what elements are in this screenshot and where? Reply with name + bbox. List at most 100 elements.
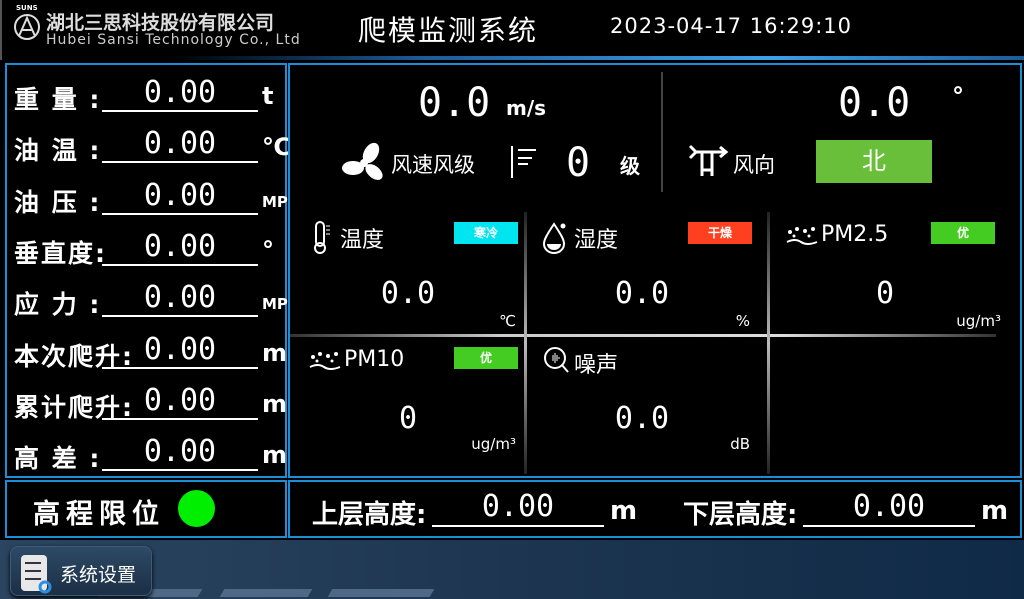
- upper-height-value: 0.00: [432, 489, 604, 527]
- sensor-cell: 温度 寒冷 0.0 ℃: [298, 212, 524, 334]
- measurement-value: 0.00: [102, 127, 258, 164]
- measurement-value: 0.00: [102, 281, 258, 318]
- sensor-unit: %: [735, 312, 750, 330]
- heights-panel: [288, 480, 1022, 538]
- measurement-value: 0.00: [102, 76, 258, 112]
- sensor-status-badge: 干燥: [688, 222, 752, 244]
- wind-level-unit: 级: [620, 154, 640, 178]
- measurement-value: 0.00: [102, 435, 258, 472]
- measurement-unit: t: [262, 82, 274, 110]
- measurement-label: 累计爬升:: [14, 392, 134, 422]
- measurement-row: 油 压 :0.00 MPa: [14, 178, 298, 219]
- sensor-value: 0: [875, 276, 895, 311]
- measurement-value: 0.00: [102, 383, 258, 420]
- sensor-cell: 噪声 0.0 dB: [532, 337, 758, 459]
- wind-direction-unit: °: [952, 82, 964, 110]
- measurement-row: 累计爬升: 0.00 m: [14, 383, 288, 424]
- sensor-value: 0: [398, 401, 418, 436]
- company-name-cn: 湖北三思科技股份有限公司: [46, 12, 275, 34]
- sensor-status-badge: 寒冷: [454, 222, 518, 244]
- measurement-label: 本次爬升:: [14, 341, 134, 371]
- measurement-row: 高 差 :0.00 m: [14, 435, 288, 475]
- dust-icon: [786, 227, 818, 245]
- sensor-label: 湿度: [574, 228, 619, 253]
- lower-height-value: 0.00: [803, 489, 975, 527]
- sensor-label: PM2.5: [821, 222, 889, 247]
- sensor-status-badge: 优: [454, 347, 518, 369]
- limit-label: 高程限位: [33, 499, 165, 530]
- sensor-value: 0.0: [614, 401, 670, 436]
- wind-speed-unit: m/s: [506, 96, 547, 120]
- measurement-row: 油 温 :0.00 ℃: [14, 127, 291, 167]
- lower-height-unit: m: [981, 496, 1009, 526]
- measurement-value: 0.00: [102, 178, 258, 215]
- measurement-label: 油 温 :: [14, 136, 102, 166]
- wind-speed-value: 0.0: [418, 80, 491, 126]
- sensor-unit: ug/m³: [471, 435, 516, 453]
- measurement-value: 0.00: [102, 332, 258, 369]
- wind-speed-label: 风速风级: [391, 153, 475, 177]
- measurement-label: 垂直度:: [14, 238, 107, 268]
- measurement-label: 重 量 :: [14, 85, 102, 114]
- sensor-cell: PM2.5 优 0 ug/m³: [775, 212, 1001, 334]
- environment-panel: [288, 63, 1022, 478]
- measurement-unit: m: [262, 389, 288, 418]
- upper-height-unit: m: [610, 496, 638, 526]
- measurement-unit: ℃: [262, 133, 292, 162]
- sensor-status-badge: 优: [931, 222, 995, 244]
- company-name-en: Hubei Sansi Technology Co., Ltd: [46, 32, 301, 48]
- wind-level-value: 0: [566, 140, 591, 186]
- settings-icon: [21, 555, 52, 594]
- fan-icon: [342, 142, 383, 180]
- sensor-cell: 湿度 干燥 0.0 %: [532, 212, 758, 334]
- grid-divider-v1: [524, 212, 527, 474]
- wind-divider: [661, 72, 663, 192]
- measurement-row: 重 量 :0.00 t: [14, 76, 284, 116]
- sensor-cell: PM10 优 0 ug/m³: [298, 337, 524, 459]
- limit-status-indicator: [178, 490, 215, 527]
- footer-decoration: [219, 589, 313, 597]
- dust-icon: [309, 352, 341, 370]
- measurement-value: 0.00: [102, 229, 258, 266]
- upper-height-label: 上层高度:: [312, 500, 427, 530]
- grid-divider-h: [290, 334, 996, 337]
- sensor-label: 温度: [340, 228, 385, 253]
- measurement-row: 本次爬升: 0.00 m: [14, 332, 288, 373]
- sensor-value: 0.0: [380, 276, 436, 311]
- wind-level-icon: [511, 146, 536, 178]
- measurement-unit: °: [262, 235, 274, 264]
- header: SUNS 湖北三思科技股份有限公司 Hubei Sansi Technology…: [0, 0, 1024, 60]
- limit-panel: [5, 480, 287, 538]
- sensor-label: 噪声: [574, 353, 619, 378]
- measurements-panel: [5, 63, 287, 478]
- measurement-row: 应 力 :0.00 MPa: [14, 281, 298, 321]
- footer-decoration: [327, 589, 435, 597]
- sensor-unit: ug/m³: [956, 312, 1001, 330]
- wind-direction-label: 风向: [733, 153, 775, 177]
- datetime: 2023-04-17 16:29:10: [610, 14, 853, 38]
- lower-height-label: 下层高度:: [683, 500, 798, 530]
- system-settings-button[interactable]: 系统设置: [10, 546, 152, 596]
- measurement-unit: m: [262, 441, 288, 470]
- measurement-label: 应 力 :: [14, 290, 102, 320]
- system-settings-label: 系统设置: [60, 564, 137, 586]
- sensor-unit: ℃: [499, 312, 516, 330]
- page-title: 爬模监测系统: [358, 14, 539, 47]
- thermometer-icon: [314, 221, 330, 254]
- measurement-row: 垂直度: 0.00 °: [14, 229, 284, 270]
- header-divider: [170, 56, 1024, 60]
- sensor-value: 0.0: [614, 276, 670, 311]
- noise-icon: [544, 347, 569, 373]
- logo-text: SUNS: [16, 4, 38, 12]
- measurement-label: 高 差 :: [14, 444, 102, 474]
- measurement-unit: m: [262, 338, 288, 367]
- wind-direction-degree: 0.0: [838, 80, 911, 126]
- sensor-label: PM10: [344, 347, 405, 372]
- company-logo: [14, 14, 40, 40]
- grid-divider-v2: [767, 212, 770, 474]
- sensor-unit: dB: [730, 435, 750, 453]
- wind-direction-badge: 北: [816, 140, 932, 183]
- measurement-label: 油 压 :: [14, 187, 102, 217]
- water-drop-icon: [542, 222, 566, 254]
- wind-vane-icon: [688, 144, 729, 176]
